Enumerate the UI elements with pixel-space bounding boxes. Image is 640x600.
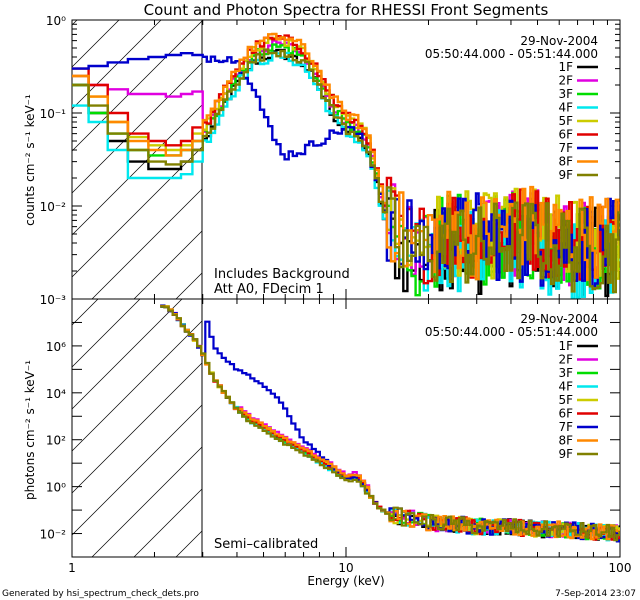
top-axes: 10⁻³ 10⁻² 10⁻¹ 10⁰ — [40, 14, 620, 307]
hatch-line — [0, 299, 14, 557]
legend-label-2F: 2F — [558, 353, 573, 367]
top-date: 29-Nov-2004 — [520, 34, 598, 48]
y-tick-label: 10⁻³ — [40, 293, 67, 307]
hatch-line — [133, 230, 202, 299]
y-tick-label: 10⁻² — [40, 200, 67, 214]
legend-label-6F: 6F — [558, 407, 573, 421]
top-time-range: 05:50:44.000 - 05:51:44.000 — [425, 47, 598, 61]
legend-label-8F: 8F — [558, 155, 573, 169]
hatch-line — [133, 488, 202, 557]
legend-label-4F: 4F — [558, 101, 573, 115]
x-axis-label: Energy (keV) — [307, 574, 384, 588]
y-tick-label: 10⁴ — [46, 387, 66, 401]
legend-label-2F: 2F — [558, 74, 573, 88]
bottom-hatch — [0, 299, 202, 557]
photon-line-8F — [160, 305, 620, 541]
bottom-annotation: Semi–calibrated — [214, 537, 318, 552]
hatch-line — [72, 20, 202, 152]
legend-label-7F: 7F — [558, 141, 573, 155]
x-tick-label: 1 — [68, 561, 76, 575]
top-series — [72, 32, 620, 299]
hatch-line — [72, 20, 120, 68]
hatch-line — [72, 62, 202, 194]
photon-line-6F — [160, 305, 620, 541]
footer-date: 7-Sep-2014 23:07 — [555, 589, 636, 599]
x-tick-label: 100 — [609, 561, 632, 575]
y-tick-label: 10⁶ — [46, 340, 66, 354]
photon-line-3F — [160, 305, 620, 542]
legend-label-3F: 3F — [558, 366, 573, 380]
legend-label-9F: 9F — [558, 447, 573, 461]
photon-line-5F — [160, 305, 620, 543]
hatch-line — [91, 446, 202, 557]
x-tick-label: 10 — [338, 561, 353, 575]
legend-label-5F: 5F — [558, 114, 573, 128]
y-tick-label: 10² — [46, 434, 66, 448]
bottom-axes: 10⁻² 10⁰ 10² 10⁴ 10⁶ 1 10 100 — [40, 298, 632, 575]
bottom-date: 29-Nov-2004 — [520, 312, 598, 326]
legend-label-9F: 9F — [558, 168, 573, 182]
hatch-line — [72, 299, 99, 326]
y-tick-label: 10⁰ — [46, 481, 66, 495]
legend-label-5F: 5F — [558, 393, 573, 407]
hatch-line — [91, 188, 202, 299]
hatch-line — [72, 299, 183, 410]
legend-label-3F: 3F — [558, 87, 573, 101]
legend-label-7F: 7F — [558, 420, 573, 434]
legend-label-1F: 1F — [558, 339, 573, 353]
photon-line-1F — [160, 304, 620, 541]
footer-generator: Generated by hsi_spectrum_check_dets.pro — [2, 589, 199, 599]
top-ylabel: counts cm⁻² s⁻¹ keV⁻¹ — [23, 94, 37, 226]
chart-title: Count and Photon Spectra for RHESSI Fron… — [144, 1, 549, 19]
top-annotation-attenuator: Att A0, FDecim 1 — [214, 282, 324, 297]
photon-line-9F — [160, 305, 620, 542]
y-tick-label: 10⁰ — [46, 14, 66, 28]
count-line-9F — [72, 48, 620, 294]
y-tick-label: 10⁻¹ — [40, 107, 67, 121]
bottom-ylabel: photons cm⁻² s⁻¹ keV⁻¹ — [23, 360, 37, 500]
hatch-line — [72, 320, 202, 452]
y-tick-label: 10⁻² — [40, 528, 67, 542]
legend-label-8F: 8F — [558, 434, 573, 448]
hatch-line — [72, 299, 141, 368]
legend-label-4F: 4F — [558, 380, 573, 394]
legend-label-6F: 6F — [558, 128, 573, 142]
hatch-line — [72, 362, 202, 494]
photon-line-7F — [160, 305, 620, 543]
hatch-line — [72, 404, 202, 536]
photon-line-4F — [160, 304, 620, 542]
top-annotation-background: Includes Background — [214, 267, 350, 282]
count-spectrum-panel: 10⁻³ 10⁻² 10⁻¹ 10⁰ counts cm⁻² s⁻¹ keV⁻¹ In… — [23, 14, 621, 307]
hatch-line — [72, 20, 162, 110]
legend-label-1F: 1F — [558, 60, 573, 74]
photon-spectrum-panel: 10⁻² 10⁰ 10² 10⁴ 10⁶ 1 10 100 photons cm⁻² s⁻¹ … — [0, 298, 632, 575]
hatch-line — [72, 20, 78, 26]
hatch-line — [72, 146, 202, 278]
photon-line-2F — [160, 304, 620, 541]
bottom-series — [160, 304, 620, 543]
bottom-time-range: 05:50:44.000 - 05:51:44.000 — [425, 325, 598, 339]
